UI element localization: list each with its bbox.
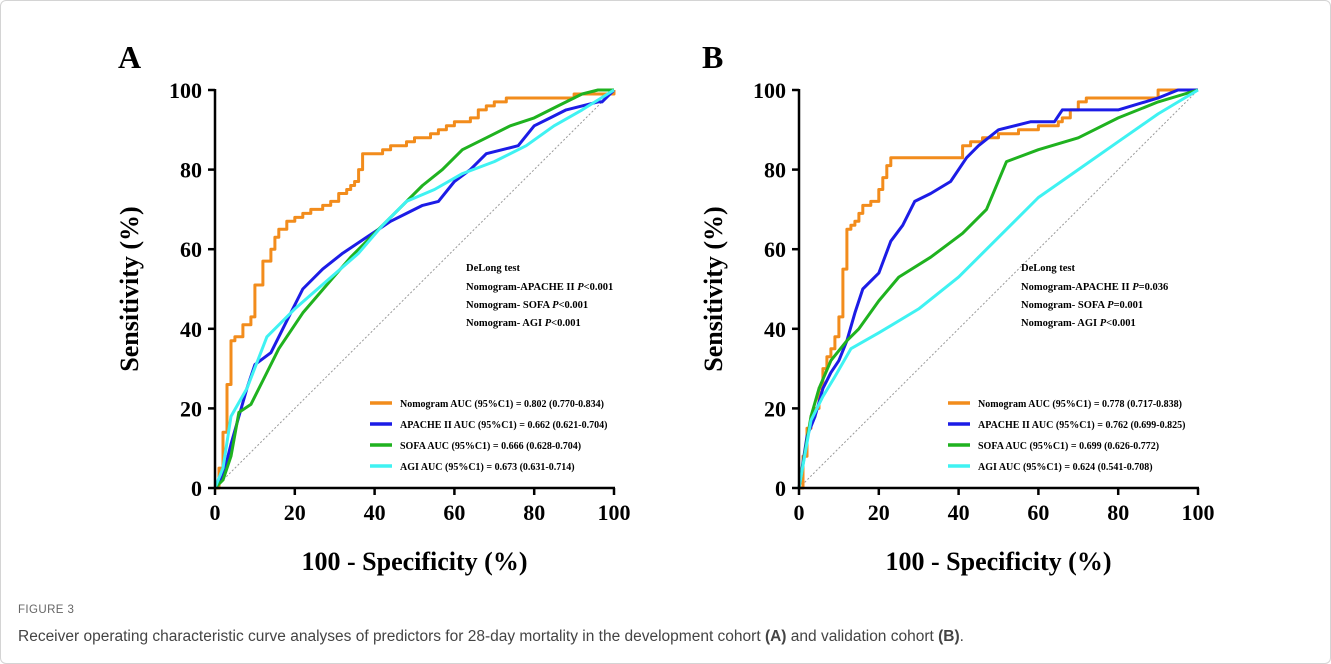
legend-label: AGI AUC (95%C1) = 0.673 (0.631-0.714) (400, 462, 575, 473)
stats-line: Nomogram- AGI P<0.001 (466, 318, 581, 329)
x-tick-label: 40 (948, 500, 970, 525)
legend-label: Nomogram AUC (95%C1) = 0.778 (0.717-0.83… (978, 399, 1182, 410)
figure-label: FIGURE 3 (18, 604, 75, 616)
legend-label: APACHE II AUC (95%C1) = 0.662 (0.621-0.7… (400, 420, 607, 431)
legend-label: Nomogram AUC (95%C1) = 0.802 (0.770-0.83… (400, 399, 604, 410)
x-tick-label: 20 (868, 500, 890, 525)
series-line-sofa (797, 88, 1199, 489)
y-axis-title: Sensitivity (%) (699, 206, 728, 371)
y-tick-label: 20 (764, 396, 786, 421)
x-tick-label: 0 (794, 500, 805, 525)
y-tick-label: 0 (775, 476, 786, 501)
stats-line: Nomogram- SOFA P<0.001 (466, 300, 588, 311)
roc-figure: A 0 20 40 60 80 100 0 20 40 60 80 100 100 - Specifici… (115, 39, 1215, 576)
x-tick-label: 100 (598, 500, 631, 525)
x-tick-label: 20 (284, 500, 306, 525)
x-tick-label: 80 (523, 500, 545, 525)
caption-part: . (959, 628, 964, 645)
series-line-agi (213, 88, 615, 489)
series-line-apache (797, 88, 1198, 489)
x-tick-label: 60 (1027, 500, 1049, 525)
reference-line (798, 89, 1199, 489)
x-tick-label: 60 (443, 500, 465, 525)
x-axis-title: 100 - Specificity (%) (301, 547, 527, 576)
stats-title: DeLong test (466, 263, 520, 274)
y-tick-label: 100 (753, 78, 786, 103)
x-tick-label: 80 (1107, 500, 1129, 525)
x-tick-label: 0 (210, 500, 221, 525)
caption-panel-ref: (A) (764, 628, 787, 645)
y-tick-label: 60 (180, 237, 202, 262)
y-tick-label: 0 (191, 476, 202, 501)
panel-a: A 0 20 40 60 80 100 0 20 40 60 80 100 100 - Specifici… (115, 39, 631, 576)
panel-b: B 0 20 40 60 80 100 0 20 40 60 80 100 100 - Specifici… (699, 39, 1215, 576)
legend-label: AGI AUC (95%C1) = 0.624 (0.541-0.708) (978, 462, 1153, 473)
reference-line (214, 89, 615, 489)
stats-line: Nomogram- AGI P<0.001 (1021, 318, 1136, 329)
panel-letter: B (702, 39, 723, 75)
stats-line: Nomogram- SOFA P=0.001 (1021, 300, 1143, 311)
y-tick-label: 40 (180, 317, 202, 342)
legend-label: SOFA AUC (95%C1) = 0.666 (0.628-0.704) (400, 441, 581, 452)
y-axis-title: Sensitivity (%) (115, 206, 144, 371)
panel-letter: A (118, 39, 141, 75)
y-tick-label: 60 (764, 237, 786, 262)
stats-line: Nomogram-APACHE II P<0.001 (466, 282, 613, 293)
series-line-nomogram (215, 90, 616, 490)
stats-title: DeLong test (1021, 263, 1075, 274)
y-tick-label: 20 (180, 396, 202, 421)
x-axis-title: 100 - Specificity (%) (885, 547, 1111, 576)
y-tick-label: 40 (764, 317, 786, 342)
legend-label: APACHE II AUC (95%C1) = 0.762 (0.699-0.8… (978, 420, 1185, 431)
x-tick-label: 40 (364, 500, 386, 525)
y-tick-label: 80 (180, 158, 202, 183)
y-tick-label: 100 (169, 78, 202, 103)
x-tick-label: 100 (1182, 500, 1215, 525)
caption-part: Receiver operating characteristic curve … (18, 628, 765, 645)
legend-label: SOFA AUC (95%C1) = 0.699 (0.626-0.772) (978, 441, 1159, 452)
caption-part: and validation cohort (786, 628, 939, 645)
y-tick-label: 80 (764, 158, 786, 183)
series-line-agi (797, 88, 1199, 489)
series-line-nomogram (799, 88, 1198, 490)
figure-caption: Receiver operating characteristic curve … (18, 628, 964, 646)
caption-panel-ref: (B) (938, 628, 960, 645)
stats-line: Nomogram-APACHE II P=0.036 (1021, 282, 1168, 293)
